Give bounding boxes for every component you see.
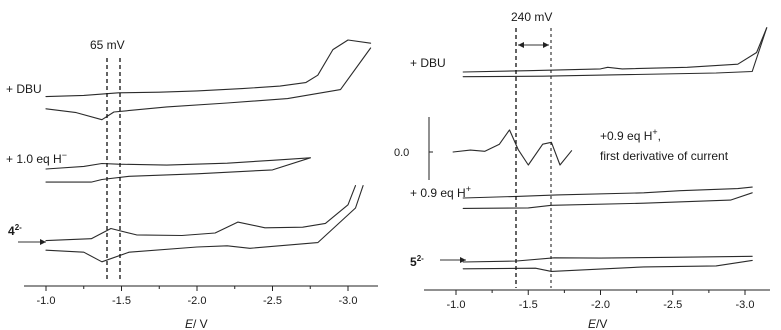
- left-label-h-minus: + 1.0 eq H−: [6, 150, 67, 166]
- left-trace-3-top: [45, 185, 357, 242]
- left-x-tick-label-3: -2.0: [188, 295, 207, 307]
- left-x-tick-label-2: -1.5: [112, 295, 131, 307]
- left-x-tick-label-4: -2.5: [263, 295, 282, 307]
- left-x-ticks: -1.0 -1.5 -2.0 -2.5 -3.0: [37, 286, 358, 307]
- right-x-tick-label-5: -3.0: [736, 299, 755, 311]
- right-x-tick-label-2: -1.5: [519, 299, 538, 311]
- right-x-axis-label: E/V: [588, 317, 607, 330]
- inset-derivative-trace: [452, 129, 573, 166]
- left-trace-1-bottom: [45, 47, 372, 121]
- right-x-ticks: -1.0 -1.5 -2.0 -2.5 -3.0: [447, 290, 755, 311]
- right-peak-separation-label: 240 mV: [511, 10, 552, 24]
- left-trace-3-bottom: [45, 185, 364, 263]
- inset-label-line1: +0.9 eq H+,: [600, 127, 661, 143]
- right-trace-3-top: [462, 255, 753, 263]
- left-trace-2-bottom: [45, 157, 311, 183]
- left-label-species-4: 42-: [8, 223, 22, 238]
- right-trace-3-bottom: [462, 259, 753, 272]
- derivative-inset: 0.0 +0.9 eq H+, first derivative of curr…: [394, 117, 729, 180]
- right-trace-1-top: [462, 27, 768, 73]
- right-trace-1-bottom: [462, 27, 768, 78]
- right-x-tick-label-3: -2.0: [591, 299, 610, 311]
- right-traces: [462, 27, 768, 272]
- left-traces: [45, 39, 372, 263]
- left-trace-2-top: [45, 157, 311, 170]
- right-trace-2-bottom: [462, 192, 753, 209]
- left-scan-direction-arrow: [18, 239, 46, 245]
- right-panel: 240 mV + DBU + 0.9 eq H+ 52- 0.0 +0.9 eq…: [394, 10, 770, 330]
- inset-label-line2: first derivative of current: [600, 149, 729, 163]
- right-scan-direction-arrow: [440, 257, 466, 263]
- right-x-tick-label-4: -2.5: [663, 299, 682, 311]
- left-x-tick-label-5: -3.0: [339, 295, 358, 307]
- left-x-axis-label: E/ V: [185, 317, 208, 330]
- left-x-tick-label-1: -1.0: [37, 295, 56, 307]
- right-peak-separation-bracket: [518, 42, 549, 48]
- left-label-dbu: + DBU: [6, 82, 42, 96]
- right-label-dbu: + DBU: [410, 56, 446, 70]
- right-label-h-plus: + 0.9 eq H+: [410, 184, 471, 200]
- left-trace-1-top: [45, 39, 372, 98]
- right-trace-2-top: [462, 186, 753, 199]
- right-x-tick-label-1: -1.0: [447, 299, 466, 311]
- left-peak-separation-label: 65 mV: [90, 38, 125, 52]
- left-panel: 65 mV + DBU + 1.0 eq H− 42- -1.0 -1.5 -2.0…: [6, 38, 378, 330]
- inset-y-tick-label: 0.0: [394, 147, 409, 159]
- right-label-species-5: 52-: [410, 254, 424, 269]
